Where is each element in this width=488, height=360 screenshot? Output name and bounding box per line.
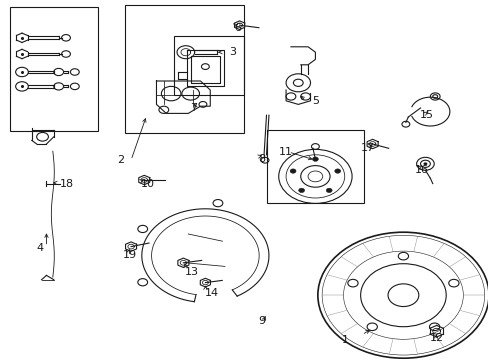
Text: 12: 12 <box>429 333 444 343</box>
Bar <box>124 5 244 133</box>
Text: 17: 17 <box>360 143 374 153</box>
Circle shape <box>334 169 340 173</box>
Text: 19: 19 <box>123 250 137 260</box>
Text: 6: 6 <box>234 23 241 33</box>
Text: 11: 11 <box>278 147 292 157</box>
Text: 14: 14 <box>204 288 218 298</box>
Circle shape <box>57 71 61 73</box>
Text: 1: 1 <box>342 335 348 345</box>
Circle shape <box>312 157 318 161</box>
Text: 9: 9 <box>258 316 265 326</box>
Circle shape <box>289 169 295 173</box>
Bar <box>266 130 364 203</box>
Text: 7: 7 <box>189 103 197 113</box>
Text: 5: 5 <box>311 96 318 106</box>
Bar <box>10 7 98 131</box>
Circle shape <box>423 162 427 165</box>
Text: 13: 13 <box>184 267 199 277</box>
Bar <box>173 36 244 95</box>
Text: 10: 10 <box>141 179 155 189</box>
Circle shape <box>325 188 331 193</box>
Text: 18: 18 <box>60 179 74 189</box>
Text: 4: 4 <box>37 243 44 253</box>
Text: 16: 16 <box>414 165 428 175</box>
Circle shape <box>298 188 304 193</box>
Text: 2: 2 <box>117 155 124 165</box>
Circle shape <box>57 85 61 88</box>
Text: 8: 8 <box>258 154 265 164</box>
Text: 15: 15 <box>419 110 433 120</box>
Text: 3: 3 <box>228 47 235 57</box>
